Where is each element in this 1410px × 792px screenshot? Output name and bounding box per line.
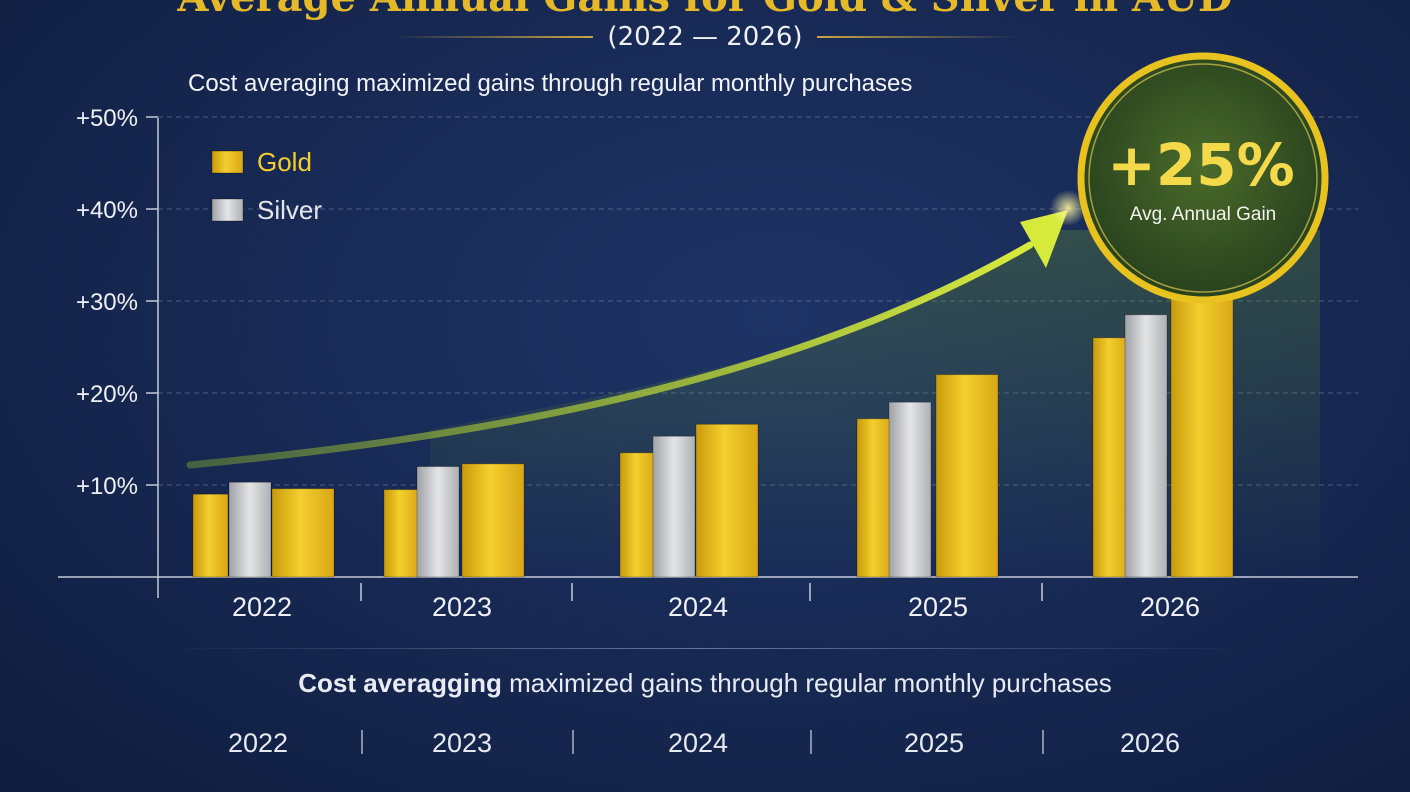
footer-year-separator — [361, 730, 363, 754]
bar-silver-2023 — [416, 466, 460, 578]
badge-label: Avg. Annual Gain — [1130, 204, 1276, 225]
y-tick-label: +20% — [76, 381, 138, 408]
footer-year-separator — [1042, 730, 1044, 754]
y-axis-ticks: +10% +20% +30% +40% +50% — [76, 105, 138, 500]
x-tick-label: 2022 — [232, 592, 292, 622]
subtitle-rule-left — [393, 36, 594, 38]
footer-year-label: 2022 — [227, 728, 289, 758]
bar-gold-tall-2024 — [695, 423, 759, 578]
footer-tagline-bold: Cost averagging — [298, 668, 502, 698]
chart-tagline: Cost averaging maximized gains through r… — [188, 70, 913, 97]
bar-silver-2026 — [1124, 314, 1168, 578]
x-tick-label: 2026 — [1140, 592, 1200, 622]
badge-value: +25% — [1107, 131, 1294, 199]
x-tick-label: 2024 — [668, 592, 728, 622]
badge-circle — [1077, 52, 1329, 304]
bar-gold-2022 — [192, 493, 229, 578]
subtitle-rule-right — [816, 36, 1017, 38]
y-tick-label: +40% — [76, 197, 138, 224]
footer-tagline-rest: maximized gains through regular monthly … — [501, 668, 1112, 698]
bar-gold-2025 — [856, 418, 893, 578]
bar-gold-2023 — [383, 489, 420, 578]
footer-year-separator — [572, 730, 574, 754]
chart-title: Average Annual Gains for Gold & Silver i… — [0, 0, 1410, 21]
bars — [192, 247, 1234, 578]
footer-year-label: 2023 — [431, 728, 493, 758]
y-tick-label: +30% — [76, 289, 138, 316]
x-tick-label: 2023 — [432, 592, 492, 622]
bar-gold-2024 — [619, 452, 656, 578]
avg-gain-badge: +25% Avg. Annual Gain — [1077, 52, 1329, 304]
subtitle-row: (2022 — 2026) — [0, 22, 1410, 52]
badge-inner-ring — [1088, 63, 1318, 293]
legend-label: Gold — [257, 147, 312, 177]
footer-year-label: 2024 — [667, 728, 729, 758]
bar-silver-2025 — [888, 401, 932, 578]
chart-subtitle: (2022 — 2026) — [607, 22, 803, 52]
x-tick-label: 2025 — [908, 592, 968, 622]
footer-year-label: 2026 — [1119, 728, 1181, 758]
bar-silver-2024 — [652, 435, 696, 578]
footer-tagline: Cost averagging maximized gains through … — [0, 668, 1410, 699]
footer-year-label: 2025 — [903, 728, 965, 758]
bar-silver-2022 — [228, 481, 272, 578]
footer-year-separator — [810, 730, 812, 754]
bar-gold-tall-2022 — [271, 488, 335, 578]
footer-divider — [158, 648, 1248, 649]
footer-years: 2022 2023 2024 2025 2026 — [0, 728, 1410, 764]
y-tick-label: +10% — [76, 473, 138, 500]
bar-gold-tall-2025 — [935, 374, 999, 578]
bar-gold-tall-2023 — [461, 463, 525, 578]
legend-swatch-gold — [211, 150, 244, 174]
trend-arrow-glow — [1050, 190, 1086, 226]
bar-gold-2026 — [1092, 337, 1129, 578]
trend-arrow-head — [1020, 210, 1068, 268]
legend-swatch-silver — [211, 198, 244, 222]
trend-arrow-line — [186, 241, 1034, 469]
y-tick-label: +50% — [76, 105, 138, 132]
legend-label: Silver — [257, 195, 322, 225]
legend: Gold Silver — [211, 147, 322, 225]
